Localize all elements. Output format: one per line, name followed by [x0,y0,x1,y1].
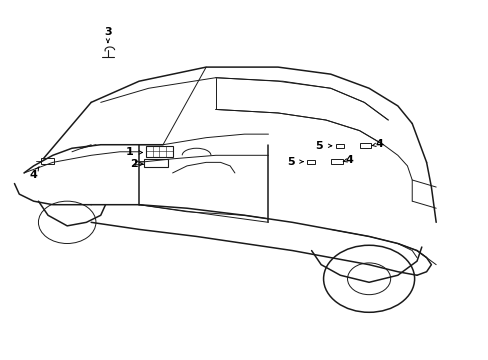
Bar [359,143,371,148]
Text: 4: 4 [375,139,383,149]
Text: 4: 4 [30,170,38,180]
Bar [143,159,167,167]
Text: 4: 4 [346,154,353,165]
Text: 3: 3 [104,27,111,37]
Text: 5: 5 [286,157,294,167]
Bar [335,144,344,148]
Text: 1: 1 [125,148,133,157]
Bar [330,159,342,164]
Text: 2: 2 [130,159,138,169]
Text: 5: 5 [314,141,322,151]
Bar [41,158,54,164]
Bar [146,146,172,157]
Bar [306,160,315,164]
